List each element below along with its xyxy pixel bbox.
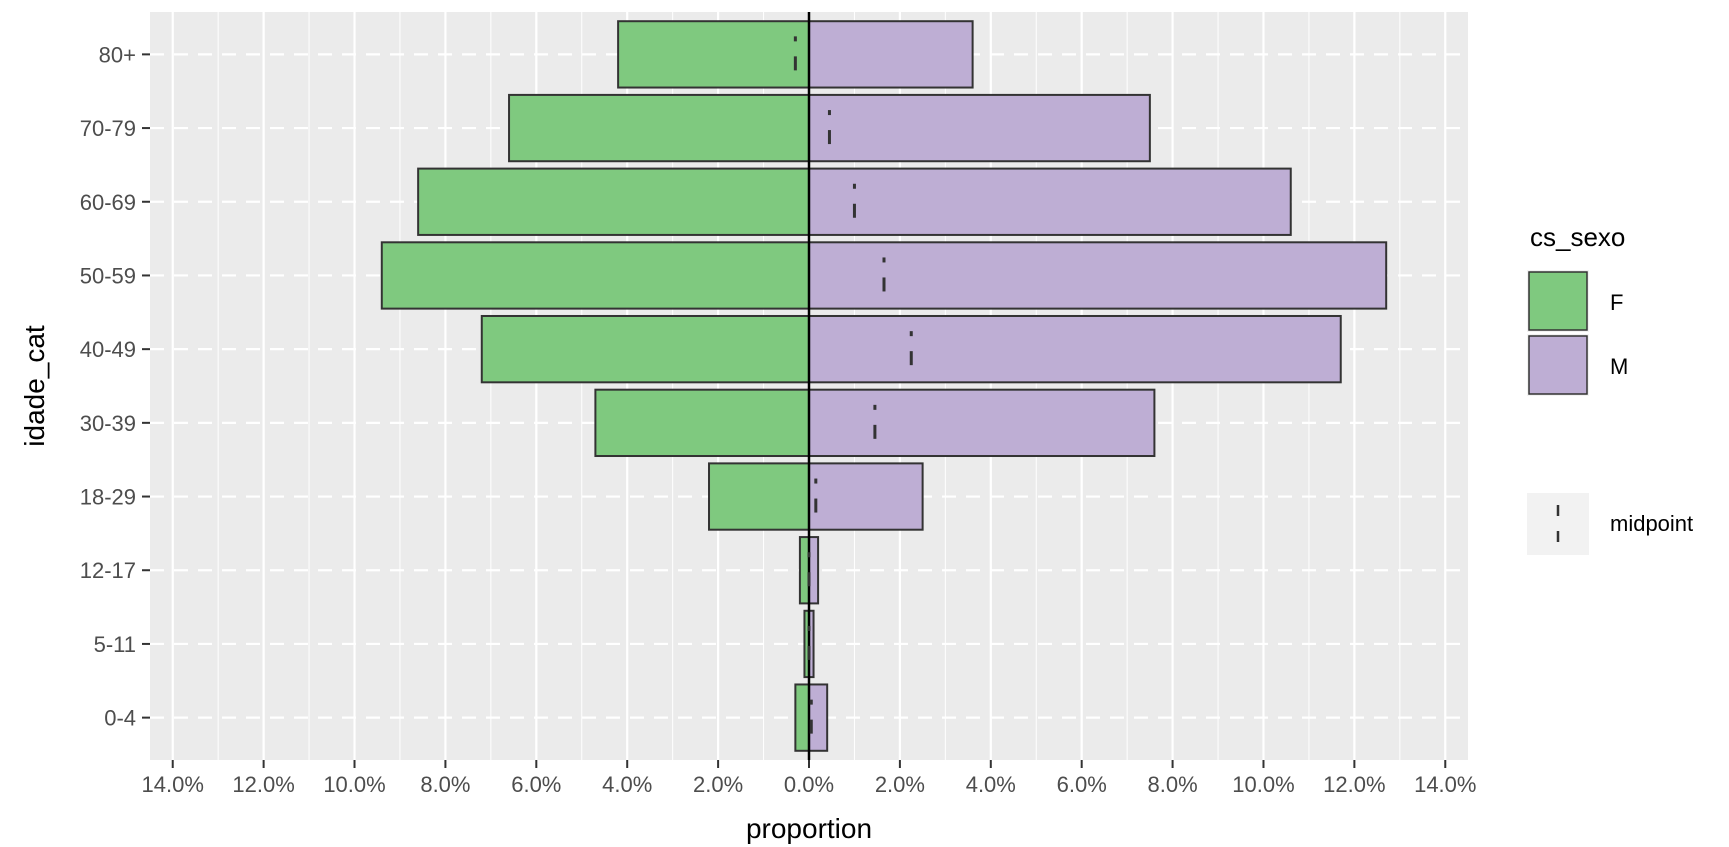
bar-m-40-49 (808, 314, 1342, 384)
x-tick-label: 6.0% (1057, 772, 1107, 797)
legend-label-m: M (1610, 354, 1628, 379)
y-tick-label: 5-11 (94, 632, 136, 657)
y-tick-label: 12-17 (80, 558, 136, 583)
x-tick-label: 12.0% (1323, 772, 1385, 797)
bar-f-0-4 (794, 683, 811, 752)
x-tick-label: 14.0% (142, 772, 204, 797)
bar-m-50-59 (808, 241, 1388, 310)
y-axis-title: idade_cat (19, 325, 50, 447)
legend: cs_sexo F M midpoint (1527, 222, 1693, 555)
legend-key-f (1528, 271, 1588, 331)
x-tick-label: 6.0% (511, 772, 561, 797)
bar-f-60-69 (417, 167, 810, 236)
y-tick-label: 18-29 (80, 485, 136, 510)
bar-f-80+ (617, 20, 810, 89)
bar-m-30-39 (808, 388, 1156, 458)
x-tick-label: 8.0% (420, 772, 470, 797)
x-tick-label: 12.0% (232, 772, 294, 797)
x-tick-label: 14.0% (1414, 772, 1476, 797)
bar-f-50-59 (380, 241, 810, 310)
y-tick-label: 30-39 (80, 411, 136, 436)
x-tick-label: 8.0% (1148, 772, 1198, 797)
y-tick-label: 70-79 (80, 116, 136, 141)
y-tick-label: 40-49 (80, 337, 136, 362)
x-axis-title: proportion (746, 813, 872, 844)
x-tick-label: 2.0% (693, 772, 743, 797)
legend-label-midpoint: midpoint (1610, 511, 1693, 536)
x-tick-label: 4.0% (602, 772, 652, 797)
bar-m-0-4 (808, 683, 829, 752)
bar-m-70-79 (808, 93, 1151, 163)
bar-m-80+ (808, 20, 974, 89)
x-axis: 14.0% 12.0% 10.0% 8.0% 6.0% 4.0% 2.0% 0.0% 2.0% 4… (142, 760, 1476, 797)
x-tick-label: 10.0% (1232, 772, 1294, 797)
y-axis: 0-4 5-11 12-17 18-29 30-39 40-49 50-59 60-69 70-… (80, 42, 150, 731)
legend-key-m (1528, 335, 1588, 395)
bar-f-40-49 (480, 314, 810, 384)
bar-m-60-69 (808, 167, 1292, 236)
legend-key-bg-midpoint (1527, 493, 1589, 555)
y-tick-label: 0-4 (104, 706, 136, 731)
x-tick-label: 4.0% (966, 772, 1016, 797)
y-tick-label: 60-69 (80, 190, 136, 215)
bar-f-70-79 (508, 93, 810, 163)
y-tick-label: 80+ (99, 42, 136, 67)
x-tick-label: 10.0% (323, 772, 385, 797)
legend-label-f: F (1610, 290, 1623, 315)
bar-m-18-29 (808, 462, 924, 531)
x-tick-label: 0.0% (784, 772, 834, 797)
bars (380, 20, 1388, 752)
bar-f-30-39 (594, 388, 811, 458)
bar-f-12-17 (798, 536, 810, 605)
bar-m-12-17 (808, 536, 820, 605)
bar-f-18-29 (708, 462, 810, 531)
legend-title: cs_sexo (1530, 222, 1625, 252)
y-tick-label: 50-59 (80, 263, 136, 288)
x-tick-label: 2.0% (875, 772, 925, 797)
midpoint-marks (793, 36, 913, 734)
